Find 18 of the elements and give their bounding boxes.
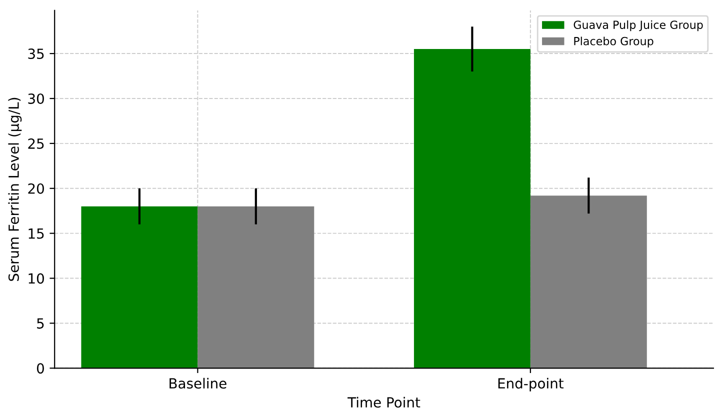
bar <box>530 196 647 368</box>
bar <box>414 49 530 368</box>
y-tick-label: 0 <box>36 363 44 374</box>
y-axis-title: Serum Ferritin Level (µg/L) <box>8 98 22 281</box>
y-tick-label: 35 <box>28 48 44 60</box>
y-tick-label: 15 <box>28 228 44 239</box>
y-tick-label: 25 <box>28 138 44 149</box>
legend-label: Guava Pulp Juice Group <box>574 20 703 32</box>
x-tick-label: Baseline <box>170 378 226 389</box>
x-tick-label: End-point <box>498 378 564 392</box>
legend-label: Placebo Group <box>574 36 654 48</box>
y-tick-label: 5 <box>37 318 44 329</box>
y-tick-label: 10 <box>28 273 44 284</box>
bar <box>81 206 198 368</box>
y-tick-label: 20 <box>28 183 44 194</box>
bar <box>198 206 314 368</box>
x-axis-title: Time Point <box>348 396 420 408</box>
y-tick-label: 30 <box>28 93 44 104</box>
